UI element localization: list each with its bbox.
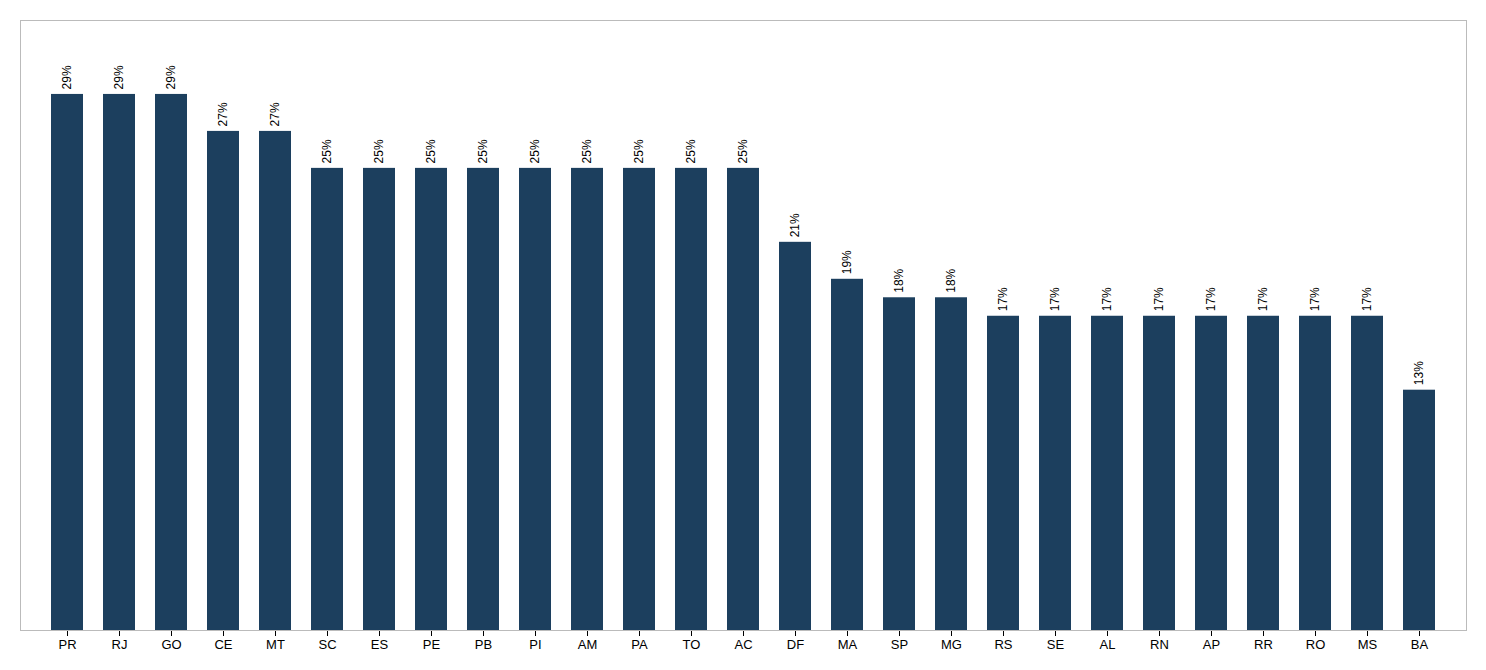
svg-text:RS: RS [994,637,1012,652]
svg-text:13%: 13% [1412,361,1426,385]
svg-text:AP: AP [1203,637,1220,652]
svg-text:GO: GO [161,637,181,652]
svg-text:25%: 25% [528,139,542,163]
svg-text:MS: MS [1358,637,1378,652]
svg-text:SP: SP [891,637,908,652]
svg-text:17%: 17% [1256,287,1270,311]
svg-text:AL: AL [1100,637,1116,652]
svg-text:BA: BA [1411,637,1429,652]
svg-text:27%: 27% [268,102,282,126]
svg-text:18%: 18% [944,268,958,292]
svg-text:25%: 25% [736,139,750,163]
svg-text:RN: RN [1150,637,1169,652]
svg-text:CE: CE [214,637,232,652]
svg-text:17%: 17% [1360,287,1374,311]
svg-text:29%: 29% [60,65,74,89]
svg-text:25%: 25% [632,139,646,163]
svg-text:17%: 17% [996,287,1010,311]
svg-text:RO: RO [1306,637,1326,652]
svg-text:27%: 27% [216,102,230,126]
svg-text:21%: 21% [788,213,802,237]
svg-text:19%: 19% [840,250,854,274]
svg-text:29%: 29% [164,65,178,89]
svg-text:25%: 25% [476,139,490,163]
svg-text:PI: PI [529,637,541,652]
svg-text:18%: 18% [892,268,906,292]
svg-text:AM: AM [578,637,598,652]
svg-text:SE: SE [1047,637,1065,652]
svg-text:MA: MA [838,637,858,652]
svg-text:25%: 25% [580,139,594,163]
svg-text:17%: 17% [1100,287,1114,311]
svg-text:25%: 25% [424,139,438,163]
svg-text:25%: 25% [684,139,698,163]
svg-text:17%: 17% [1152,287,1166,311]
svg-text:17%: 17% [1308,287,1322,311]
svg-text:17%: 17% [1204,287,1218,311]
svg-text:17%: 17% [1048,287,1062,311]
svg-text:AC: AC [734,637,752,652]
svg-text:MT: MT [266,637,285,652]
svg-text:TO: TO [683,637,701,652]
svg-text:ES: ES [371,637,389,652]
svg-text:25%: 25% [320,139,334,163]
svg-text:DF: DF [787,637,804,652]
svg-text:PA: PA [631,637,648,652]
svg-text:MG: MG [941,637,962,652]
svg-text:29%: 29% [112,65,126,89]
svg-text:PB: PB [475,637,492,652]
svg-text:RR: RR [1254,637,1273,652]
svg-text:SC: SC [318,637,336,652]
svg-text:25%: 25% [372,139,386,163]
svg-text:PR: PR [58,637,76,652]
svg-text:RJ: RJ [112,637,128,652]
svg-text:PE: PE [423,637,441,652]
